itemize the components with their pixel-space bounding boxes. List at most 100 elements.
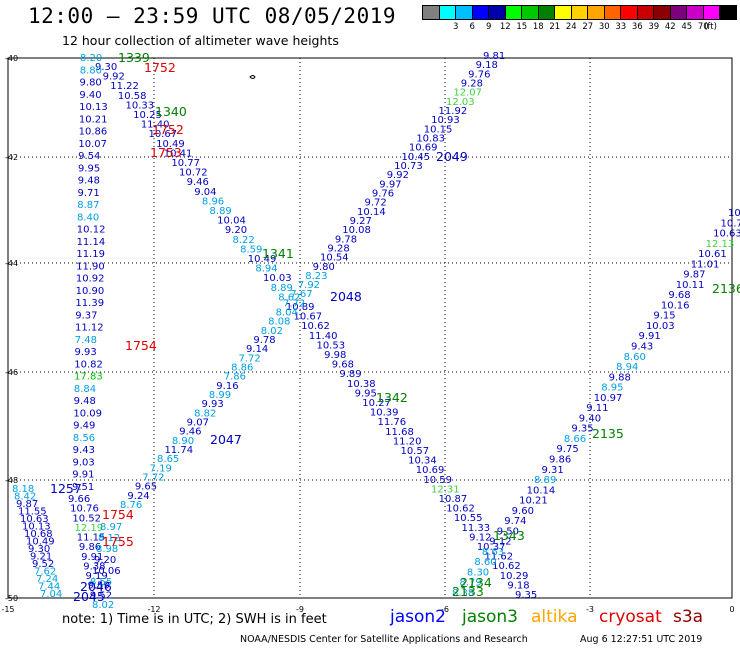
wave-height-value: 9.95 xyxy=(355,388,377,399)
wave-height-value: 10.03 xyxy=(263,273,292,284)
wave-height-value: 8.94 xyxy=(616,362,638,373)
colorbar-tick-label: 42 xyxy=(664,22,676,32)
colorbar-tick-label: 33 xyxy=(615,22,627,32)
wave-height-value: 9.95 xyxy=(78,163,100,174)
wave-height-value: 9.35 xyxy=(571,424,593,435)
colorbar-tick-label: 18 xyxy=(532,22,544,32)
wave-height-value: 8.89 xyxy=(534,475,556,486)
wave-height-value: 9.52 xyxy=(32,559,54,570)
latitude-label: -42 xyxy=(5,153,18,162)
wave-height-value: 10.27 xyxy=(362,398,391,409)
colorbar-tick-label: 9 xyxy=(486,22,492,32)
wave-height-value: 8.89 xyxy=(271,283,293,294)
wave-height-value: 11.90 xyxy=(76,261,105,272)
wave-height-value: 9.30 xyxy=(28,544,50,555)
wave-height-value: 9.12 xyxy=(469,532,491,543)
wave-height-value: 10.67 xyxy=(294,312,323,323)
wave-height-value: 7.62 xyxy=(34,567,56,578)
wave-height-value: 11.40 xyxy=(141,120,170,131)
wave-height-value: 9.35 xyxy=(515,590,537,601)
wave-height-value: 7.92 xyxy=(298,280,320,291)
wave-height-value: 11.55 xyxy=(18,507,47,518)
wave-height-value: 10.83 xyxy=(416,133,445,144)
wave-height-value: 9.93 xyxy=(75,347,97,358)
colorbar-tick-label: 6 xyxy=(469,22,475,32)
colorbar-tick-label: 39 xyxy=(648,22,660,32)
colorbar-tick-label: 15 xyxy=(516,22,528,32)
wave-height-value: 10.62 xyxy=(492,561,521,572)
wave-height-value: 8.02 xyxy=(261,326,283,337)
wave-height-value: 8.63 xyxy=(482,547,504,558)
pass-number-label: 1342 xyxy=(376,390,408,405)
pass-number-label: 2049 xyxy=(436,149,468,164)
wave-height-value: 9.48 xyxy=(78,176,100,187)
wave-height-value: 8.97 xyxy=(100,522,122,533)
wave-height-value: 10.04 xyxy=(217,216,246,227)
wave-height-value: 10.14 xyxy=(357,207,386,218)
wave-height-value: 9.89 xyxy=(339,369,361,380)
wave-height-value: 10.69 xyxy=(416,465,445,476)
pass-number-label: 1752 xyxy=(144,60,176,75)
wave-height-value: 11.33 xyxy=(462,523,491,534)
wave-height-value: 10.63 xyxy=(713,229,740,240)
wave-height-value: 10.59 xyxy=(423,475,452,486)
wave-height-value: 9.28 xyxy=(327,243,349,254)
wave-height-value: 12.19 xyxy=(75,523,104,534)
wave-height-value: 10.12 xyxy=(77,225,106,236)
wave-height-value: 10.49 xyxy=(26,537,55,548)
pass-number-label: 2135 xyxy=(592,426,624,441)
wave-height-value: 7.72 xyxy=(142,473,164,484)
wave-height-value: 10.16 xyxy=(661,300,690,311)
map-subtitle: 12 hour collection of altimeter wave hei… xyxy=(62,33,339,48)
latitude-label: -44 xyxy=(5,259,18,268)
wave-height-value: 9.38 xyxy=(83,561,105,572)
wave-height-value: 10.29 xyxy=(500,571,529,582)
wave-height-value: 10.34 xyxy=(408,456,437,467)
wave-height-value: 10.38 xyxy=(347,379,376,390)
wave-height-value: 9.76 xyxy=(372,188,394,199)
wave-height-value: 9.75 xyxy=(556,444,578,455)
wave-height-value: 10.62 xyxy=(446,504,475,515)
map-title: 12:00 — 23:59 UTC 08/05/2019 xyxy=(28,4,397,28)
colorbar-unit: (ft) xyxy=(704,22,717,32)
wave-height-value: 12.13 xyxy=(706,239,735,250)
wave-height-value: 9.87 xyxy=(683,270,705,281)
wave-height-value: 10.90 xyxy=(76,286,105,297)
wave-height-value: 8.84 xyxy=(74,384,96,395)
wave-height-value: 9.68 xyxy=(668,290,690,301)
wave-height-value: 8.89 xyxy=(210,206,232,217)
wave-height-value: 9.18 xyxy=(507,580,529,591)
wave-height-value: 8.62 xyxy=(278,292,300,303)
wave-height-value: 9.78 xyxy=(335,234,357,245)
wave-height-value: 8.30 xyxy=(467,567,489,578)
wave-height-value: 10.49 xyxy=(248,254,277,265)
wave-height-value: 11.01 xyxy=(691,259,720,270)
wave-height-value: 8.80 xyxy=(80,65,102,76)
pass-number-label: 2046 xyxy=(80,579,112,594)
wave-height-value: 9.88 xyxy=(609,372,631,383)
wave-height-value: 9.98 xyxy=(324,350,346,361)
wave-height-value: 9.92 xyxy=(103,72,125,83)
wave-height-value: 8.56 xyxy=(73,433,95,444)
wave-height-value: 8.18 xyxy=(12,484,34,495)
wave-height-value: 9.74 xyxy=(504,516,526,527)
legend-jason3: jason3 xyxy=(462,607,518,627)
wave-height-value: 10.58 xyxy=(118,91,147,102)
wave-height-value: 11.20 xyxy=(393,436,422,447)
latitude-label: -50 xyxy=(5,594,18,603)
map-frame xyxy=(7,57,733,599)
wave-height-value: 10.93 xyxy=(431,115,460,126)
pass-number-label: 1754 xyxy=(125,338,157,353)
wave-height-value: 10.37 xyxy=(477,542,506,553)
wave-height-value: 9.30 xyxy=(95,62,117,73)
wave-height-value: 10.14 xyxy=(527,485,556,496)
wave-height-value: 10.54 xyxy=(320,253,349,264)
wave-height-value: 9.43 xyxy=(631,342,653,353)
wave-height-value: 9.72 xyxy=(364,198,386,209)
wave-height-value: 10.25 xyxy=(133,110,162,121)
wave-height-value: 9.11 xyxy=(586,403,608,414)
colorbar-swatch xyxy=(719,5,737,20)
wave-height-value: 11.74 xyxy=(164,445,193,456)
legend-cryosat: cryosat xyxy=(599,607,662,627)
